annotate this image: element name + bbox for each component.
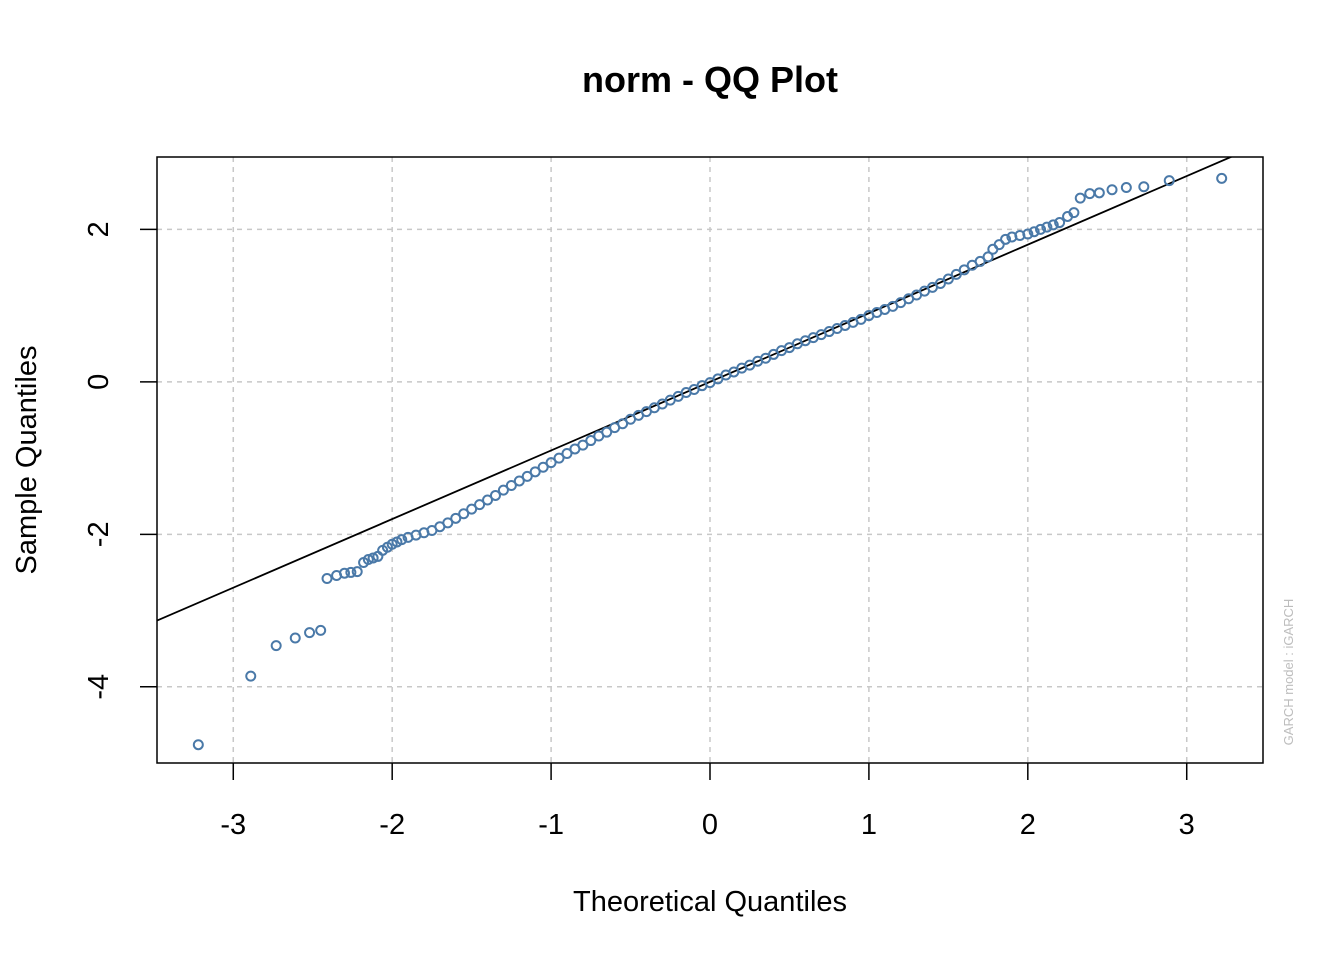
data-point	[458, 508, 470, 520]
y-tick-label: -4	[83, 674, 115, 700]
reference-line	[157, 157, 1234, 622]
data-point	[1163, 175, 1175, 187]
grid-lines	[157, 157, 1263, 763]
data-point	[450, 512, 462, 524]
y-axis-label: Sample Quantiles	[11, 346, 43, 575]
watermark-label: GARCH model : iGARCH	[1281, 599, 1296, 746]
data-point	[521, 470, 533, 482]
x-tick-label: -3	[220, 809, 246, 841]
x-tick-label: -2	[379, 809, 405, 841]
data-point	[1022, 228, 1034, 240]
y-tick-label: 0	[83, 374, 115, 390]
data-point	[505, 480, 517, 492]
x-axis-label: Theoretical Quantiles	[573, 886, 847, 918]
data-point	[1093, 187, 1105, 199]
data-point	[974, 255, 986, 267]
data-point	[982, 251, 994, 263]
data-point	[513, 475, 525, 487]
data-point	[537, 461, 549, 473]
data-point	[466, 503, 478, 515]
data-point	[321, 573, 333, 585]
data-point	[950, 268, 962, 280]
data-point	[474, 499, 486, 511]
data-point	[270, 640, 282, 652]
data-point	[442, 517, 454, 529]
data-point	[1000, 233, 1012, 245]
data-point	[553, 452, 565, 464]
data-point	[1106, 184, 1118, 196]
data-point	[1068, 207, 1080, 219]
data-point	[245, 670, 257, 682]
x-axis: -3 -2 -1 0 1 2 3	[220, 763, 1195, 841]
data-point	[304, 627, 316, 639]
data-point	[362, 553, 374, 565]
data-point	[529, 466, 541, 478]
data-point	[617, 418, 629, 430]
data-point	[367, 552, 379, 564]
data-point	[1041, 221, 1053, 233]
data-point	[1035, 223, 1047, 235]
x-tick-label: 2	[1020, 809, 1036, 841]
x-tick-label: -1	[538, 809, 564, 841]
chart-title: norm - QQ Plot	[582, 59, 838, 100]
data-point	[545, 457, 557, 469]
data-point	[497, 484, 509, 496]
y-tick-label: -2	[83, 521, 115, 547]
data-point	[561, 448, 573, 460]
data-point	[958, 264, 970, 276]
data-point	[345, 566, 357, 578]
data-point	[934, 278, 946, 290]
data-point	[585, 435, 597, 447]
data-point	[396, 534, 408, 546]
x-tick-label: 1	[861, 809, 877, 841]
y-tick-label: 2	[83, 221, 115, 237]
data-point	[577, 439, 589, 451]
data-point	[315, 624, 327, 636]
data-point	[351, 566, 363, 578]
data-point	[1054, 217, 1066, 229]
data-point	[1138, 181, 1150, 193]
data-point	[192, 739, 204, 751]
data-point	[942, 273, 954, 285]
data-point	[1120, 181, 1132, 193]
data-point	[1084, 188, 1096, 200]
y-axis: -4 -2 0 2	[83, 221, 157, 700]
data-point	[993, 239, 1005, 251]
data-point	[489, 489, 501, 501]
x-tick-label: 3	[1179, 809, 1195, 841]
data-point	[482, 494, 494, 506]
data-point	[1216, 172, 1228, 184]
data-point	[601, 426, 613, 438]
data-point	[1074, 192, 1086, 204]
x-tick-label: 0	[702, 809, 718, 841]
data-point	[1028, 226, 1040, 238]
data-point	[289, 632, 301, 644]
plot-area	[157, 157, 1234, 751]
data-point	[1047, 219, 1059, 231]
data-point	[339, 567, 351, 579]
